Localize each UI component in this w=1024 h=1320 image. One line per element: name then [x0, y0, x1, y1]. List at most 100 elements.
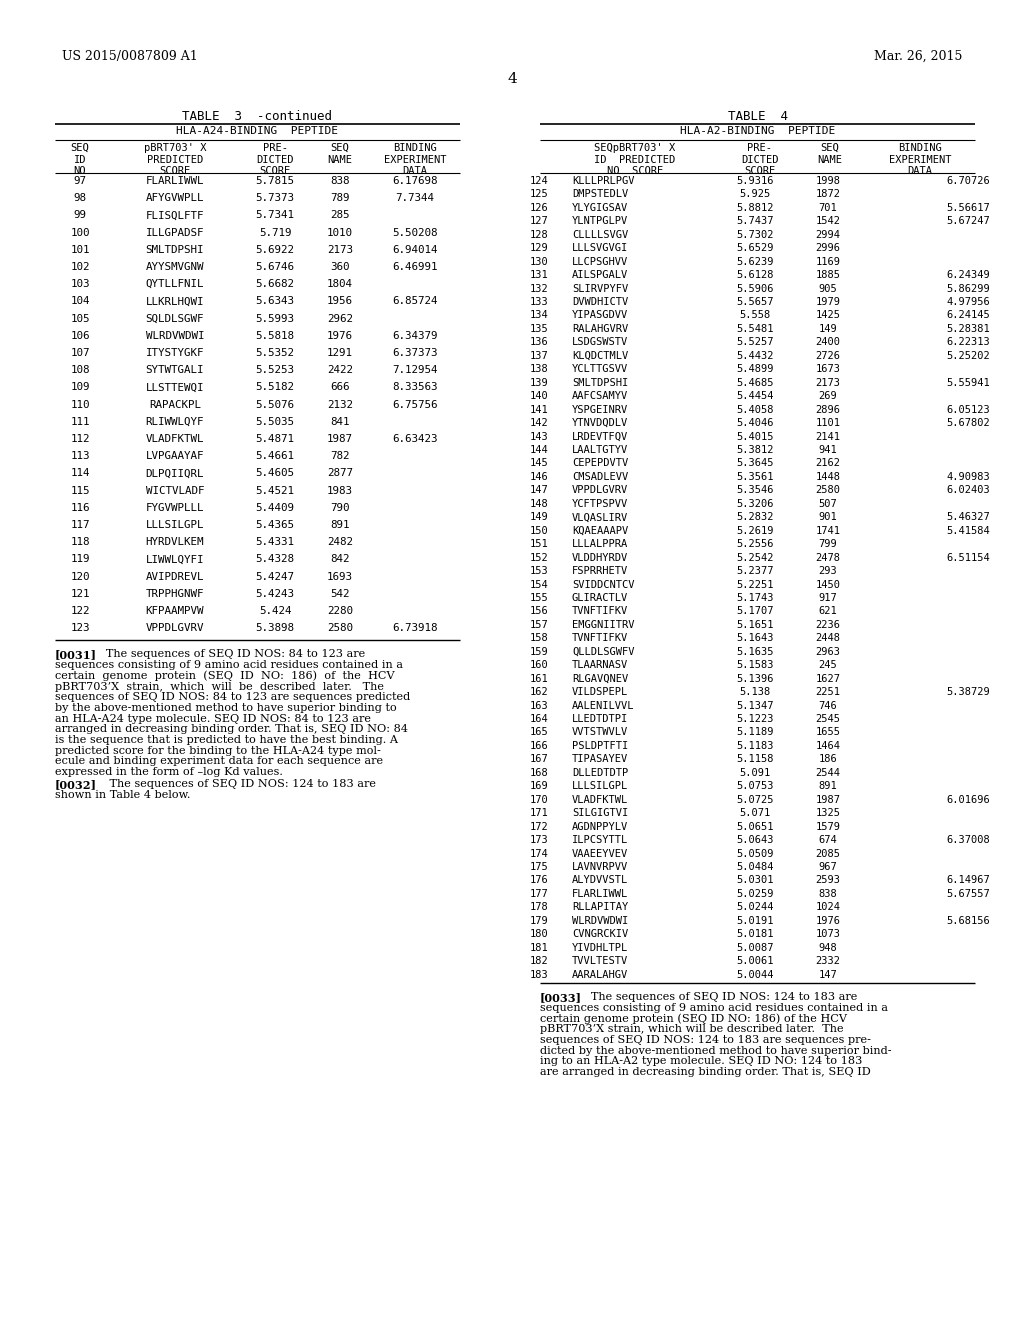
Text: 2280: 2280: [327, 606, 353, 616]
Text: sequences of SEQ ID NOS: 124 to 183 are sequences pre-: sequences of SEQ ID NOS: 124 to 183 are …: [540, 1035, 870, 1045]
Text: QYTLLFNIL: QYTLLFNIL: [145, 280, 204, 289]
Text: shown in Table 4 below.: shown in Table 4 below.: [55, 789, 190, 800]
Text: 5.5657: 5.5657: [736, 297, 774, 308]
Text: certain  genome  protein  (SEQ  ID  NO:  186)  of  the  HCV: certain genome protein (SEQ ID NO: 186) …: [55, 671, 394, 681]
Text: TVNFTIFKV: TVNFTIFKV: [572, 634, 629, 643]
Text: SEQpBRT703' X
ID  PREDICTED
NO  SCORE: SEQpBRT703' X ID PREDICTED NO SCORE: [594, 143, 676, 176]
Text: YCFTPSPVV: YCFTPSPVV: [572, 499, 629, 508]
Text: 5.4605: 5.4605: [256, 469, 295, 478]
Text: 97: 97: [74, 176, 86, 186]
Text: DMPSTEDLV: DMPSTEDLV: [572, 190, 629, 199]
Text: ing to an HLA-A2 type molecule. SEQ ID NO: 124 to 183: ing to an HLA-A2 type molecule. SEQ ID N…: [540, 1056, 862, 1067]
Text: 181: 181: [529, 942, 548, 953]
Text: AGDNPPYLV: AGDNPPYLV: [572, 821, 629, 832]
Text: US 2015/0087809 A1: US 2015/0087809 A1: [62, 50, 198, 63]
Text: 166: 166: [529, 741, 548, 751]
Text: 6.14967: 6.14967: [946, 875, 990, 886]
Text: 5.0484: 5.0484: [736, 862, 774, 873]
Text: 138: 138: [529, 364, 548, 375]
Text: RALAHGVRV: RALAHGVRV: [572, 323, 629, 334]
Text: 2141: 2141: [815, 432, 841, 442]
Text: 5.3206: 5.3206: [736, 499, 774, 508]
Text: 5.86299: 5.86299: [946, 284, 990, 293]
Text: PRE-
DICTED
SCORE: PRE- DICTED SCORE: [256, 143, 294, 176]
Text: DVWDHICTV: DVWDHICTV: [572, 297, 629, 308]
Text: 891: 891: [818, 781, 838, 791]
Text: 5.2251: 5.2251: [736, 579, 774, 590]
Text: 162: 162: [529, 688, 548, 697]
Text: YLNTPGLPV: YLNTPGLPV: [572, 216, 629, 226]
Text: 2236: 2236: [815, 620, 841, 630]
Text: 2482: 2482: [327, 537, 353, 548]
Text: 1655: 1655: [815, 727, 841, 738]
Text: 5.0651: 5.0651: [736, 821, 774, 832]
Text: TIPASAYEV: TIPASAYEV: [572, 754, 629, 764]
Text: CLLLLSVGV: CLLLLSVGV: [572, 230, 629, 240]
Text: 2996: 2996: [815, 243, 841, 253]
Text: 5.25202: 5.25202: [946, 351, 990, 360]
Text: 7.12954: 7.12954: [392, 366, 437, 375]
Text: 1872: 1872: [815, 190, 841, 199]
Text: AYYSMVGNW: AYYSMVGNW: [145, 261, 204, 272]
Text: 123: 123: [71, 623, 90, 634]
Text: 1073: 1073: [815, 929, 841, 940]
Text: 5.925: 5.925: [739, 190, 771, 199]
Text: 901: 901: [818, 512, 838, 523]
Text: 1542: 1542: [815, 216, 841, 226]
Text: 5.0509: 5.0509: [736, 849, 774, 858]
Text: VLADFKTWL: VLADFKTWL: [145, 434, 204, 444]
Text: KFPAAMPVW: KFPAAMPVW: [145, 606, 204, 616]
Text: TVNFTIFKV: TVNFTIFKV: [572, 606, 629, 616]
Text: 108: 108: [71, 366, 90, 375]
Text: 5.50208: 5.50208: [392, 227, 437, 238]
Text: 2173: 2173: [327, 244, 353, 255]
Text: 6.37008: 6.37008: [946, 836, 990, 845]
Text: 948: 948: [818, 942, 838, 953]
Text: 1627: 1627: [815, 673, 841, 684]
Text: 121: 121: [71, 589, 90, 599]
Text: 5.6128: 5.6128: [736, 271, 774, 280]
Text: 621: 621: [818, 606, 838, 616]
Text: LLKRLHQWI: LLKRLHQWI: [145, 297, 204, 306]
Text: 175: 175: [529, 862, 548, 873]
Text: LAVNVRPVV: LAVNVRPVV: [572, 862, 629, 873]
Text: LLLALPPRA: LLLALPPRA: [572, 539, 629, 549]
Text: 5.56617: 5.56617: [946, 203, 990, 213]
Text: 6.17698: 6.17698: [392, 176, 437, 186]
Text: 2448: 2448: [815, 634, 841, 643]
Text: 789: 789: [331, 193, 350, 203]
Text: 146: 146: [529, 471, 548, 482]
Text: 2478: 2478: [815, 553, 841, 562]
Text: 125: 125: [529, 190, 548, 199]
Text: 116: 116: [71, 503, 90, 512]
Text: 5.4331: 5.4331: [256, 537, 295, 548]
Text: 1998: 1998: [815, 176, 841, 186]
Text: CVNGRCKIV: CVNGRCKIV: [572, 929, 629, 940]
Text: 507: 507: [818, 499, 838, 508]
Text: 5.2377: 5.2377: [736, 566, 774, 576]
Text: 2726: 2726: [815, 351, 841, 360]
Text: 103: 103: [71, 280, 90, 289]
Text: 135: 135: [529, 323, 548, 334]
Text: 5.6682: 5.6682: [256, 280, 295, 289]
Text: 2580: 2580: [327, 623, 353, 634]
Text: sequences consisting of 9 amino acid residues contained in a: sequences consisting of 9 amino acid res…: [55, 660, 403, 671]
Text: GLIRACTLV: GLIRACTLV: [572, 593, 629, 603]
Text: 891: 891: [331, 520, 350, 531]
Text: 5.1707: 5.1707: [736, 606, 774, 616]
Text: 140: 140: [529, 391, 548, 401]
Text: AARALAHGV: AARALAHGV: [572, 970, 629, 979]
Text: 6.63423: 6.63423: [392, 434, 437, 444]
Text: 5.67557: 5.67557: [946, 888, 990, 899]
Text: 167: 167: [529, 754, 548, 764]
Text: 148: 148: [529, 499, 548, 508]
Text: 941: 941: [818, 445, 838, 455]
Text: 5.38729: 5.38729: [946, 688, 990, 697]
Text: 5.2832: 5.2832: [736, 512, 774, 523]
Text: 5.5253: 5.5253: [256, 366, 295, 375]
Text: 129: 129: [529, 243, 548, 253]
Text: 967: 967: [818, 862, 838, 873]
Text: 5.4871: 5.4871: [256, 434, 295, 444]
Text: EMGGNIITRV: EMGGNIITRV: [572, 620, 635, 630]
Text: 666: 666: [331, 383, 350, 392]
